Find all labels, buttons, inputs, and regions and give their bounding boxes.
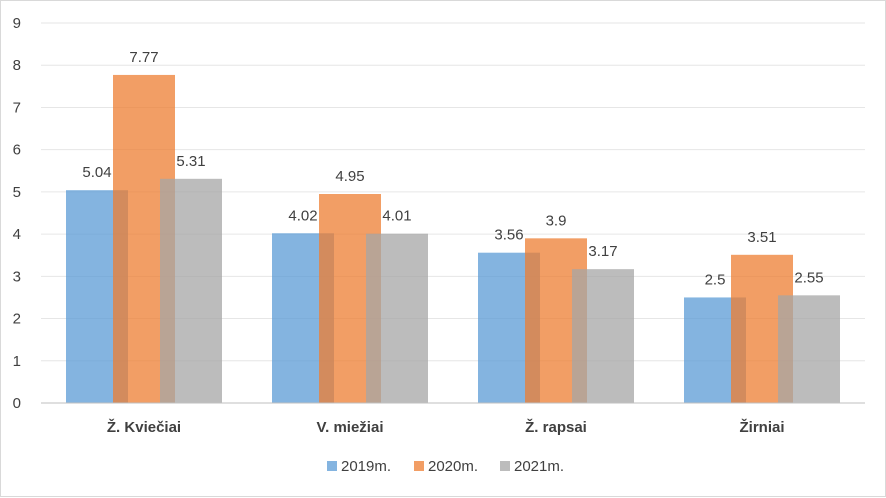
bar bbox=[366, 233, 428, 403]
legend: 2019m. 2020m. 2021m. bbox=[327, 458, 564, 475]
bar bbox=[778, 295, 840, 403]
y-tick-label: 7 bbox=[13, 99, 21, 116]
y-tick-label: 0 bbox=[13, 395, 21, 412]
data-label: 2.5 bbox=[705, 271, 726, 288]
y-tick-label: 1 bbox=[13, 353, 21, 370]
data-label: 4.01 bbox=[382, 208, 411, 225]
data-label: 5.31 bbox=[176, 153, 205, 170]
legend-swatch bbox=[500, 461, 510, 471]
legend-label: 2021m. bbox=[514, 458, 564, 475]
y-tick-label: 4 bbox=[13, 226, 21, 243]
bar bbox=[160, 178, 222, 403]
legend-swatch bbox=[414, 461, 424, 471]
data-label: 3.56 bbox=[494, 227, 523, 244]
x-category-label: Žirniai bbox=[739, 418, 784, 436]
x-category-label: Ž. rapsai bbox=[525, 418, 587, 436]
bars bbox=[66, 74, 840, 403]
data-label: 4.02 bbox=[288, 207, 317, 224]
legend-swatch bbox=[327, 461, 337, 471]
y-tick-label: 3 bbox=[13, 268, 21, 285]
data-label: 3.17 bbox=[588, 243, 617, 260]
y-tick-label: 6 bbox=[13, 142, 21, 159]
x-category-label: Ž. Kviečiai bbox=[107, 418, 181, 436]
y-tick-label: 5 bbox=[13, 184, 21, 201]
bar bbox=[572, 269, 634, 403]
x-axis: Ž. Kviečiai V. miežiai Ž. rapsai Žirniai bbox=[107, 418, 785, 436]
y-tick-label: 9 bbox=[13, 15, 21, 32]
y-tick-label: 8 bbox=[13, 57, 21, 74]
data-label: 5.04 bbox=[82, 164, 111, 181]
legend-label: 2020m. bbox=[428, 458, 478, 475]
data-label: 3.9 bbox=[546, 212, 567, 229]
x-category-label: V. miežiai bbox=[317, 419, 384, 436]
data-labels: 5.04 4.02 3.56 2.5 7.77 4.95 3.9 3.51 5.31 4.01 3.… bbox=[82, 49, 823, 289]
data-label: 3.51 bbox=[747, 229, 776, 246]
legend-label: 2019m. bbox=[341, 458, 391, 475]
y-tick-label: 2 bbox=[13, 311, 21, 328]
data-label: 4.95 bbox=[335, 168, 364, 185]
y-axis: 0 1 2 3 4 5 6 7 8 9 bbox=[13, 15, 21, 412]
data-label: 2.55 bbox=[794, 269, 823, 286]
data-label: 7.77 bbox=[129, 49, 158, 66]
